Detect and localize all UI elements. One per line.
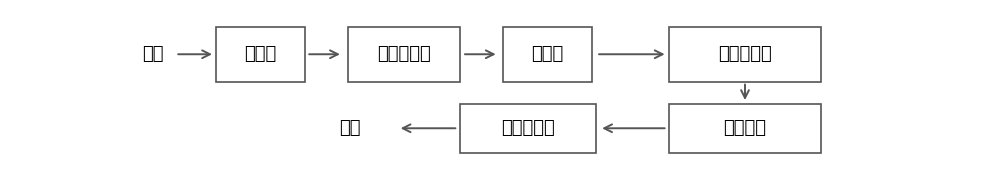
Text: 斜管沉淀池: 斜管沉淀池 [718, 45, 772, 63]
Text: 絮凝池: 絮凝池 [531, 45, 564, 63]
Text: 进水: 进水 [142, 45, 164, 63]
Text: 膜分离设备: 膜分离设备 [501, 119, 555, 137]
Text: 反应池: 反应池 [244, 45, 277, 63]
FancyBboxPatch shape [460, 104, 596, 153]
FancyBboxPatch shape [669, 104, 821, 153]
Text: 中间水池: 中间水池 [724, 119, 767, 137]
Text: 回用: 回用 [339, 119, 360, 137]
FancyBboxPatch shape [348, 27, 460, 82]
FancyBboxPatch shape [503, 27, 592, 82]
FancyBboxPatch shape [216, 27, 305, 82]
FancyBboxPatch shape [669, 27, 821, 82]
Text: 加载混合池: 加载混合池 [377, 45, 431, 63]
